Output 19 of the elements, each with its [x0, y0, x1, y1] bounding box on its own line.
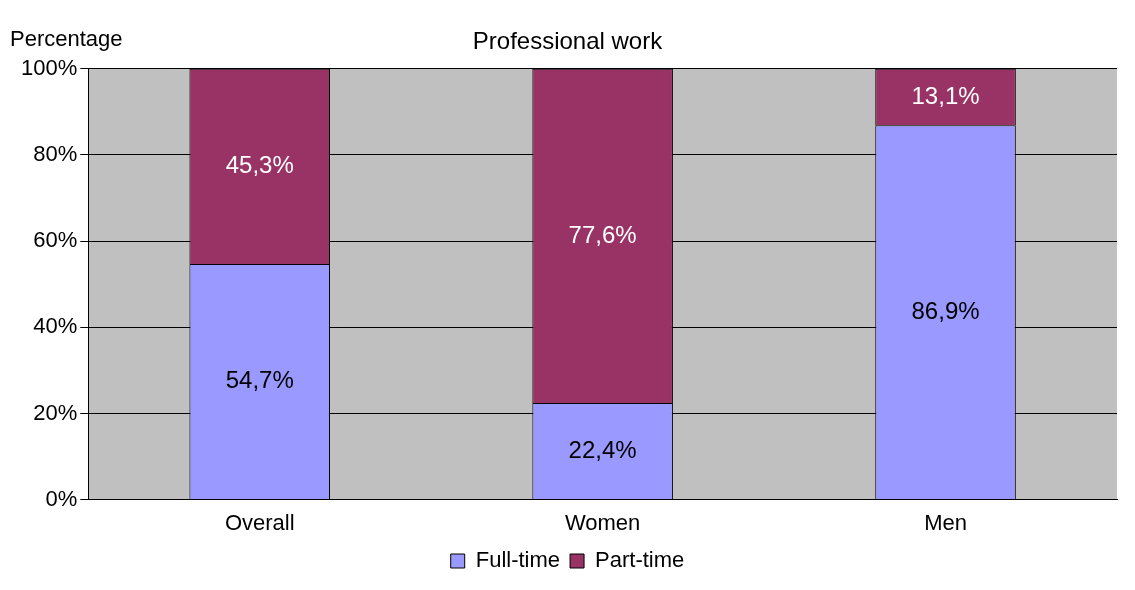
chart-title: Professional work — [472, 27, 664, 55]
y-tick-label: 60% — [33, 227, 78, 253]
legend-label: Full-time — [475, 547, 561, 573]
legend-label: Part-time — [595, 547, 685, 573]
data-label: 13,1% — [911, 81, 980, 109]
data-label: 45,3% — [225, 151, 294, 178]
data-label: 77,6% — [568, 220, 637, 248]
y-tick-label: 100% — [20, 54, 78, 80]
y-tick-label: 80% — [33, 141, 78, 167]
data-label: 54,7% — [225, 366, 294, 394]
x-tick-label: Men — [924, 509, 967, 535]
data-label: 22,4% — [568, 435, 637, 463]
data-label: 86,9% — [911, 296, 980, 324]
x-tick-label: Overall — [224, 509, 295, 535]
y-tick-label: 0% — [45, 485, 78, 511]
y-axis-title: Percentage — [10, 26, 123, 52]
y-tick-label: 20% — [33, 399, 78, 425]
y-tick-label: 40% — [33, 313, 78, 339]
x-tick-label: Women — [564, 509, 641, 535]
